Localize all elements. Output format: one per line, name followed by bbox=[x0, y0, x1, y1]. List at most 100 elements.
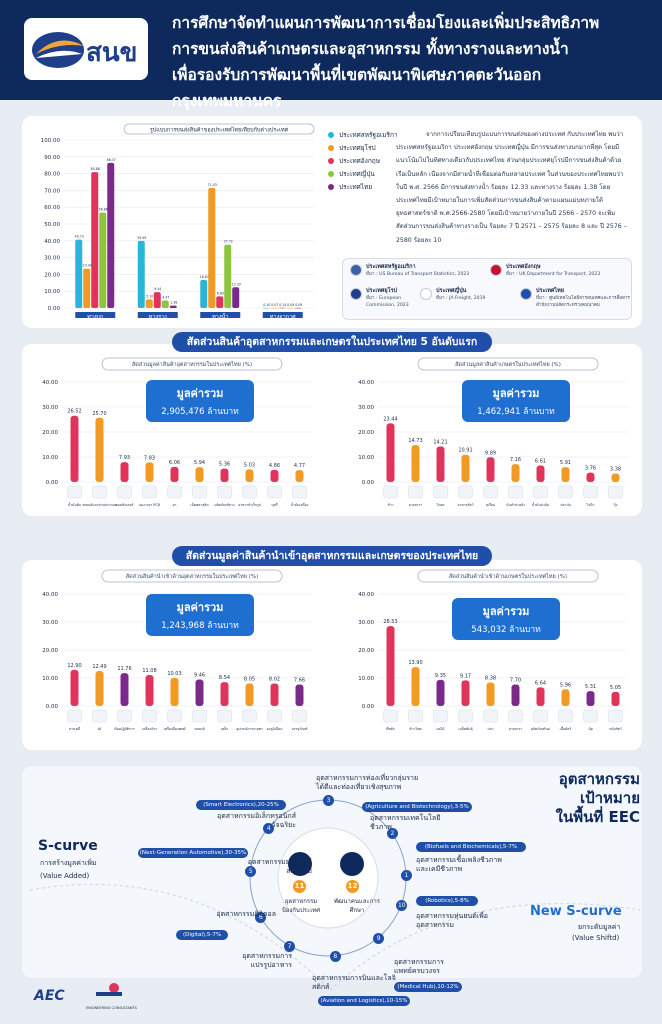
bar-6 bbox=[536, 465, 545, 482]
source-reference: ที่มา : European Commission, 2023 bbox=[366, 296, 409, 308]
node-number-7: 7 bbox=[284, 940, 295, 952]
bar-0-2 bbox=[91, 172, 99, 308]
bar-8 bbox=[270, 469, 279, 482]
legend-label: ประเทศอังกฤษ bbox=[339, 156, 380, 165]
node-label-7: อุตสาหกรรมการแพทย์ครบวงจร bbox=[394, 958, 444, 975]
node-label-1: อุตสาหกรรมยานยนต์สมัยใหม่ bbox=[247, 858, 312, 875]
bar-value-label: 14.73 bbox=[408, 438, 422, 444]
category-icon bbox=[433, 485, 448, 499]
bar-1-4 bbox=[169, 305, 177, 308]
transport-mode-chart: รูปแบบการขนส่งสินค้าของประเทศไทยเทียบกับ… bbox=[41, 123, 315, 319]
bar-value-label: 7.93 bbox=[119, 455, 130, 461]
bar-1 bbox=[95, 417, 104, 482]
industry-total-box: มูลค่ารวม 2,905,476 ล้านบาท bbox=[146, 380, 254, 422]
y-tick-label: 50.00 bbox=[44, 222, 60, 228]
chart-legend: ประเทศสหรัฐอเมริกา ประเทศยุโรป ประเทศอังกฤ… bbox=[328, 128, 398, 193]
y-tick-label: 40.00 bbox=[44, 239, 60, 245]
category-tag bbox=[200, 312, 241, 318]
category-icon bbox=[533, 709, 548, 723]
bar-value-label: 6.61 bbox=[535, 458, 546, 464]
category-label: ทางน้ำ bbox=[212, 313, 228, 319]
bar-value-label: 5.96 bbox=[560, 682, 571, 688]
category-icon bbox=[92, 485, 107, 499]
bar-0 bbox=[70, 415, 79, 482]
chart-title-pill bbox=[123, 123, 315, 135]
bar-6 bbox=[220, 682, 229, 706]
chart-title: สัดส่วนสินค้านำเข้าด้านเกษตรในประเทศไทย … bbox=[449, 573, 567, 580]
category-icon bbox=[117, 709, 132, 723]
chart-title: สัดส่วนมูลค่าสินค้าเกษตรในประเทศไทย (%) bbox=[455, 361, 561, 368]
category-label: ปลาป่น bbox=[560, 503, 571, 507]
legend-label: ประเทศสหรัฐอเมริกา bbox=[339, 130, 398, 139]
bar-value-label: 8.05 bbox=[244, 676, 255, 682]
category-icon bbox=[383, 485, 398, 499]
bar-1 bbox=[411, 667, 420, 706]
category-label: อาหารสัตว์ bbox=[457, 503, 473, 507]
node-tag-5: (Biofuels and Biochemicals),5-7% bbox=[416, 842, 526, 852]
bar-4 bbox=[486, 682, 495, 706]
node-label-5: อุตสาหกรรมเชื้อเพลิงชีวภาพและเคมีชีวภาพ bbox=[416, 856, 502, 873]
category-icon bbox=[292, 485, 307, 499]
category-icon bbox=[67, 485, 82, 499]
eec-title: อุตสาหกรรม เป้าหมาย ในพื้นที่ EEC bbox=[555, 770, 640, 826]
category-label: AI bbox=[98, 727, 101, 731]
y-tick-label: 30.00 bbox=[42, 405, 58, 411]
category-icon bbox=[67, 709, 82, 723]
bar-value-label: 3.38 bbox=[610, 467, 621, 473]
category-label: ผลิตภัณฑ์ยาง bbox=[214, 503, 234, 507]
category-icon bbox=[142, 709, 157, 723]
category-label: เครื่องจักร bbox=[142, 726, 157, 731]
bar-value-label: 12.33 bbox=[232, 282, 241, 286]
category-label: คอมพิวเตอร์ bbox=[116, 503, 134, 507]
category-label: เนื้อสัตว์ bbox=[560, 726, 572, 731]
node-tag-10: (Digital),5-7% bbox=[176, 930, 228, 940]
bar-value-label: 8.02 bbox=[269, 677, 280, 683]
category-icon bbox=[558, 485, 573, 499]
bar-value-label: 5.94 bbox=[194, 460, 205, 466]
legend-label: ประเทศไทย bbox=[339, 182, 373, 191]
category-icon bbox=[217, 485, 232, 499]
bar-value-label: 16.67 bbox=[200, 275, 209, 279]
category-label: ไข่ไก่ bbox=[586, 503, 595, 507]
y-tick-label: 10.00 bbox=[44, 289, 60, 295]
bar-5 bbox=[195, 679, 204, 706]
category-icon bbox=[483, 485, 498, 499]
bar-9 bbox=[611, 691, 620, 706]
category-tag bbox=[262, 312, 303, 318]
category-label: ผลิตภัณฑ์นม bbox=[531, 727, 550, 731]
y-tick-label: 30.00 bbox=[358, 620, 374, 626]
category-icon bbox=[408, 709, 423, 723]
top5-heading: สัดส่วนสินค้าอุตสาหกรรมและเกษตรในประเทศไ… bbox=[172, 332, 492, 352]
category-icon bbox=[458, 709, 473, 723]
bar-0 bbox=[70, 669, 79, 706]
category-label: ทางบก bbox=[87, 315, 103, 319]
category-icon bbox=[458, 485, 473, 499]
category-label: ทางราง bbox=[149, 315, 167, 319]
bar-value-label: 9.17 bbox=[460, 673, 471, 679]
node-tag-2: (Smart Electronics),20-25% bbox=[196, 800, 286, 810]
bar-2-1 bbox=[208, 187, 216, 308]
bar-value-label: 9.44 bbox=[154, 287, 161, 291]
category-label: มันสำปะหลัง bbox=[506, 503, 525, 507]
y-tick-label: 80.00 bbox=[44, 172, 60, 178]
page-title: การศึกษาจัดทำแผนการพัฒนาการเชื่อมโยงและเ… bbox=[172, 14, 600, 110]
category-tag bbox=[75, 312, 116, 318]
bar-0 bbox=[386, 423, 395, 482]
bar-0-3 bbox=[99, 212, 107, 308]
category-icon bbox=[583, 709, 598, 723]
y-tick-label: 30.00 bbox=[44, 256, 60, 262]
source-entry: ประเทศสหรัฐอเมริกา ที่มา : US Bureau of T… bbox=[366, 264, 486, 278]
bar-value-label: 10.91 bbox=[458, 448, 472, 454]
legend-label: ประเทศญี่ปุ่น bbox=[339, 169, 375, 178]
node-label-3: อุตสาหกรรมการท่องเที่ยวกลุ่มรายได้ดีและท… bbox=[316, 774, 419, 791]
category-label: บุหรี่ bbox=[271, 502, 277, 508]
scurve-left-title: S-curve bbox=[38, 838, 98, 854]
chart-title-pill bbox=[101, 569, 283, 583]
node-tag-4: (Agriculture and Biotechnology),3-5% bbox=[362, 802, 472, 812]
y-tick-label: 100.00 bbox=[41, 138, 61, 144]
bar-7 bbox=[561, 689, 570, 706]
y-tick-label: 20.00 bbox=[42, 648, 58, 654]
y-tick-label: 30.00 bbox=[42, 620, 58, 626]
flag-icon bbox=[350, 264, 362, 276]
center-right-num: 12 bbox=[346, 880, 359, 893]
